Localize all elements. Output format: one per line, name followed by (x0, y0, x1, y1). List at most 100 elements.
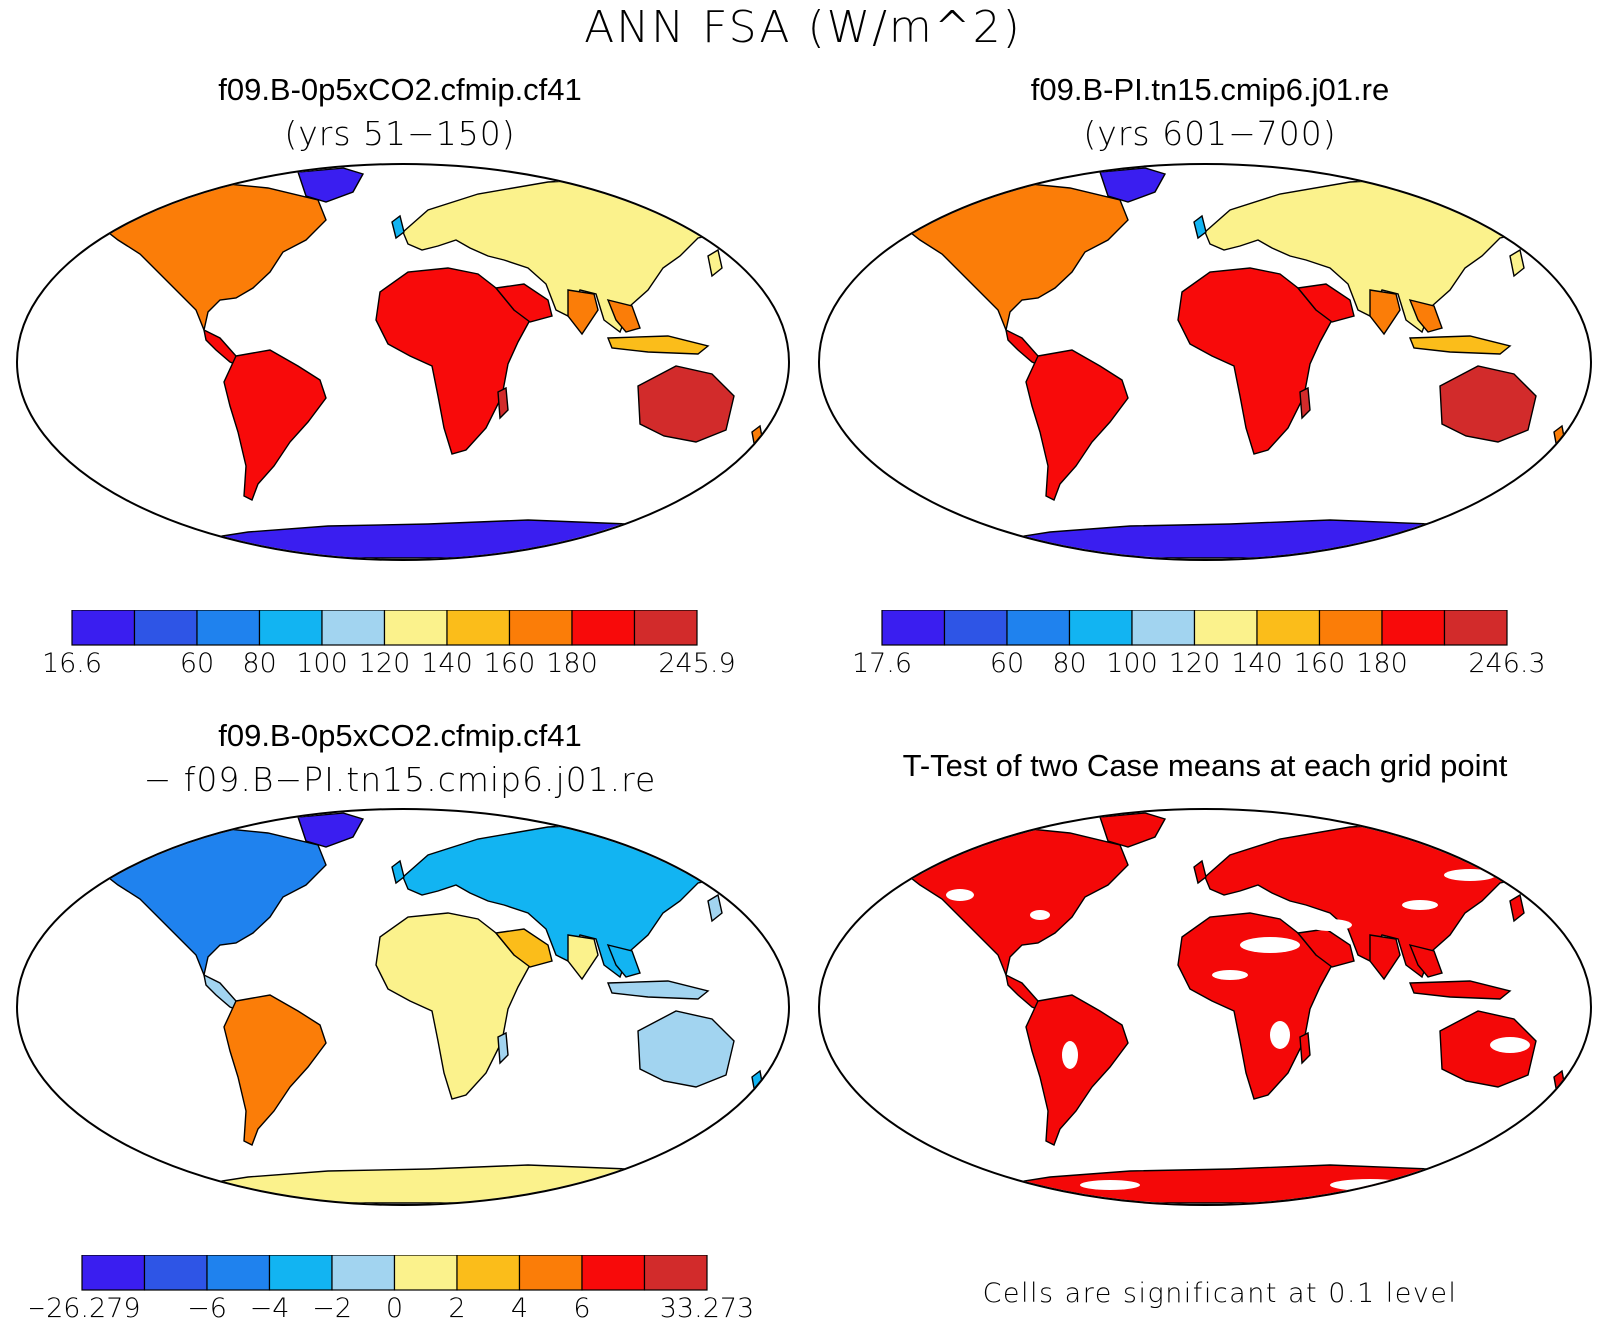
land-greenland (297, 812, 365, 848)
land-southamerica (223, 994, 327, 1146)
colorbar-tick-label: 6 (573, 1293, 590, 1324)
colorbar-swatch (456, 1255, 521, 1291)
land-india (1369, 289, 1401, 336)
map-top-right (818, 163, 1592, 561)
land-madagascar (1299, 386, 1311, 420)
colorbar-swatch (383, 610, 448, 646)
land-uk (1193, 214, 1207, 240)
land-arabia (1296, 283, 1355, 323)
colorbar-tick-label: 100 (1106, 648, 1158, 679)
colorbar-swatch (581, 1255, 646, 1291)
colorbar-swatch (268, 1255, 333, 1291)
colorbar-swatch (321, 610, 386, 646)
colorbar-swatch (1131, 610, 1196, 646)
land-seasia (1408, 943, 1443, 978)
land-greenland (1099, 167, 1167, 203)
colorbar-swatch (206, 1255, 271, 1291)
panel-subtitle-bottom-left: − f09.B−PI.tn15.cmip6.j01.re (143, 760, 657, 799)
colorbar-swatch (1381, 610, 1446, 646)
panel-title-bottom-right: T-Test of two Case means at each grid po… (902, 748, 1508, 783)
land-japan (1509, 893, 1525, 923)
colorbar-swatch (393, 1255, 458, 1291)
colorbar-swatch (943, 610, 1008, 646)
colorbar-bottom-left: −26.279 −6 −4 −2 0 2 4 6 33.273 (30, 1255, 754, 1324)
land-seasia (606, 943, 641, 978)
land-madagascar (1299, 1031, 1311, 1065)
land-japan (1509, 248, 1525, 278)
land-southamerica (223, 349, 327, 501)
colorbar-swatch (1068, 610, 1133, 646)
colorbar-swatch (133, 610, 198, 646)
panel-subtitle-top-right: (yrs 601−700) (1083, 114, 1337, 153)
colorbar-tick-label: 245.9 (658, 648, 735, 679)
colorbar-tick-label: 17.6 (852, 648, 912, 679)
colorbar-swatch (143, 1255, 208, 1291)
colorbar-top-right: 17.6 60 80 100 120 140 160 180 246.3 (852, 610, 1546, 679)
colorbar-swatch (571, 610, 636, 646)
land-australia (637, 365, 735, 443)
land-arabia (494, 283, 553, 323)
colorbar-tick-label: −6 (187, 1293, 227, 1324)
colorbar-swatch (881, 610, 946, 646)
map-bottom-right (818, 808, 1592, 1206)
colorbar-tick-label: 120 (359, 648, 411, 679)
land-indonesia (1408, 980, 1512, 1000)
colorbar-swatch (1443, 610, 1508, 646)
land-japan (707, 248, 723, 278)
colorbar-tick-label: 140 (1231, 648, 1283, 679)
land-southamerica (1025, 994, 1129, 1146)
land-japan (707, 893, 723, 923)
colorbar-swatch (508, 610, 573, 646)
land-uk (1193, 859, 1207, 885)
colorbar-tick-label: 80 (1052, 648, 1086, 679)
colorbar-tick-label: 33.273 (660, 1293, 754, 1324)
panel-title-top-right: f09.B-PI.tn15.cmip6.j01.re (1030, 72, 1390, 107)
land-indonesia (606, 335, 710, 355)
colorbar-swatch (518, 1255, 583, 1291)
land-indonesia (606, 980, 710, 1000)
map-bottom-left (16, 808, 790, 1206)
significance-note: Cells are significant at 0.1 level (982, 1278, 1458, 1309)
land-africa (1177, 267, 1333, 455)
land-australia (1439, 1010, 1537, 1088)
land-indonesia (1408, 335, 1512, 355)
colorbar-swatch (1193, 610, 1258, 646)
colorbar-swatch (1318, 610, 1383, 646)
main-title: ANN FSA (W/m^2) (584, 2, 1022, 53)
colorbar-swatch (446, 610, 511, 646)
colorbar-swatch (1256, 610, 1321, 646)
panel-subtitle-top-left: (yrs 51−150) (284, 114, 516, 153)
colorbar-tick-label: −4 (250, 1293, 290, 1324)
panel-title-top-left: f09.B-0p5xCO2.cfmip.cf41 (218, 72, 582, 107)
colorbar-swatch (633, 610, 698, 646)
land-madagascar (497, 1031, 509, 1065)
colorbar-tick-label: −2 (312, 1293, 352, 1324)
colorbar-top-left: 16.6 60 80 100 120 140 160 180 245.9 (42, 610, 736, 679)
land-greenland (1099, 812, 1167, 848)
land-uk (391, 859, 405, 885)
colorbar-swatch (81, 1255, 146, 1291)
colorbar-tick-label: 80 (242, 648, 276, 679)
land-seasia (1408, 298, 1443, 333)
colorbar-tick-label: 180 (1356, 648, 1408, 679)
land-africa (375, 267, 531, 455)
land-india (1369, 934, 1401, 981)
colorbar-tick-label: 16.6 (42, 648, 102, 679)
land-northamerica (893, 826, 1129, 978)
land-australia (1439, 365, 1537, 443)
colorbar-swatch (643, 1255, 708, 1291)
colorbar-tick-label: 4 (511, 1293, 528, 1324)
land-india (567, 934, 599, 981)
colorbar-swatch (258, 610, 323, 646)
colorbar-tick-label: 160 (1294, 648, 1346, 679)
colorbar-tick-label: 180 (546, 648, 598, 679)
land-uk (391, 214, 405, 240)
land-australia (637, 1010, 735, 1088)
colorbar-swatch (71, 610, 136, 646)
land-seasia (606, 298, 641, 333)
land-madagascar (497, 386, 509, 420)
land-northamerica (893, 181, 1129, 333)
land-greenland (297, 167, 365, 203)
panel-title-bottom-left: f09.B-0p5xCO2.cfmip.cf41 (218, 718, 582, 753)
colorbar-swatch (1006, 610, 1071, 646)
